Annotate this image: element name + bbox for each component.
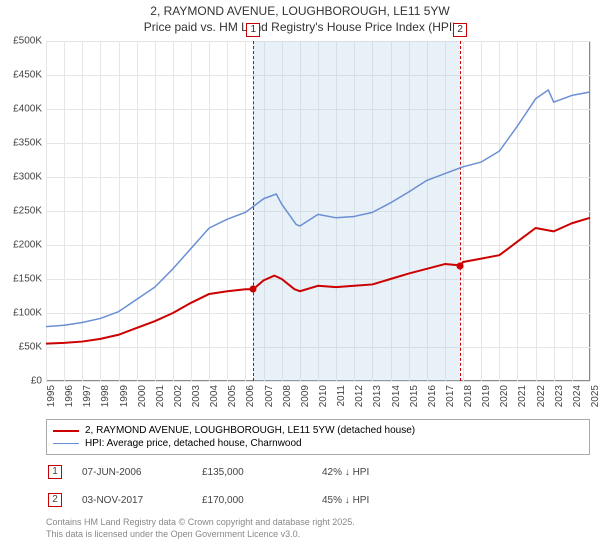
ytick-label: £200K xyxy=(13,240,42,251)
chart-title-block: 2, RAYMOND AVENUE, LOUGHBOROUGH, LE11 5Y… xyxy=(0,0,600,35)
xtick-label: 2016 xyxy=(427,385,438,407)
marker-date: 07-JUN-2006 xyxy=(82,467,182,478)
footnote-line-1: Contains HM Land Registry data © Crown c… xyxy=(46,517,600,529)
marker-delta: 42% ↓ HPI xyxy=(322,467,422,478)
gridline-y xyxy=(46,381,590,382)
xtick-label: 2007 xyxy=(264,385,275,407)
legend-swatch xyxy=(53,443,79,444)
xtick-label: 2020 xyxy=(499,385,510,407)
xtick-label: 2009 xyxy=(300,385,311,407)
footnote-line-2: This data is licensed under the Open Gov… xyxy=(46,529,600,541)
xtick-label: 2019 xyxy=(481,385,492,407)
ytick-label: £50K xyxy=(19,342,42,353)
xtick-label: 2018 xyxy=(463,385,474,407)
marker-price: £135,000 xyxy=(202,467,302,478)
xtick-label: 1998 xyxy=(100,385,111,407)
marker-price: £170,000 xyxy=(202,495,302,506)
sale-dot xyxy=(457,262,464,269)
xtick-label: 1996 xyxy=(64,385,75,407)
ytick-label: £450K xyxy=(13,70,42,81)
marker-delta: 45% ↓ HPI xyxy=(322,495,422,506)
series-price_paid xyxy=(46,218,590,344)
marker-flag: 2 xyxy=(453,23,467,37)
legend-swatch xyxy=(53,430,79,432)
ytick-label: £350K xyxy=(13,138,42,149)
marker-table-row: 2 03-NOV-2017 £170,000 45% ↓ HPI xyxy=(46,489,590,511)
xtick-label: 2002 xyxy=(173,385,184,407)
ytick-label: £300K xyxy=(13,172,42,183)
xtick-label: 2017 xyxy=(445,385,456,407)
sale-dot xyxy=(250,286,257,293)
legend-row: HPI: Average price, detached house, Char… xyxy=(53,437,583,450)
ytick-label: £400K xyxy=(13,104,42,115)
xtick-label: 2021 xyxy=(517,385,528,407)
xtick-label: 2015 xyxy=(409,385,420,407)
xtick-label: 2014 xyxy=(391,385,402,407)
ytick-label: £150K xyxy=(13,274,42,285)
marker-date: 03-NOV-2017 xyxy=(82,495,182,506)
ytick-label: £0 xyxy=(31,376,42,387)
legend-block: 2, RAYMOND AVENUE, LOUGHBOROUGH, LE11 5Y… xyxy=(46,419,590,511)
marker-table-flag: 2 xyxy=(48,493,62,507)
ytick-label: £500K xyxy=(13,36,42,47)
xtick-label: 2012 xyxy=(354,385,365,407)
xtick-label: 1995 xyxy=(46,385,57,407)
legend-row: 2, RAYMOND AVENUE, LOUGHBOROUGH, LE11 5Y… xyxy=(53,424,583,437)
plot-area: £0£50K£100K£150K£200K£250K£300K£350K£400… xyxy=(46,41,590,381)
footnote: Contains HM Land Registry data © Crown c… xyxy=(46,517,600,540)
xtick-label: 2006 xyxy=(245,385,256,407)
xtick-label: 2022 xyxy=(536,385,547,407)
series-hpi xyxy=(46,90,590,327)
xtick-label: 2003 xyxy=(191,385,202,407)
title-line-1: 2, RAYMOND AVENUE, LOUGHBOROUGH, LE11 5Y… xyxy=(0,4,600,20)
series-svg xyxy=(46,41,590,381)
chart-container: £0£50K£100K£150K£200K£250K£300K£350K£400… xyxy=(46,41,590,381)
xtick-label: 2023 xyxy=(554,385,565,407)
xtick-label: 2010 xyxy=(318,385,329,407)
xtick-label: 1999 xyxy=(119,385,130,407)
xtick-label: 2001 xyxy=(155,385,166,407)
title-line-2: Price paid vs. HM Land Registry's House … xyxy=(0,20,600,36)
xtick-label: 1997 xyxy=(82,385,93,407)
xtick-label: 2013 xyxy=(372,385,383,407)
ytick-label: £100K xyxy=(13,308,42,319)
xtick-label: 2000 xyxy=(137,385,148,407)
legend-box: 2, RAYMOND AVENUE, LOUGHBOROUGH, LE11 5Y… xyxy=(46,419,590,455)
xtick-label: 2005 xyxy=(227,385,238,407)
xtick-label: 2011 xyxy=(336,385,347,407)
legend-label: 2, RAYMOND AVENUE, LOUGHBOROUGH, LE11 5Y… xyxy=(85,425,415,436)
legend-label: HPI: Average price, detached house, Char… xyxy=(85,438,302,449)
marker-table-row: 1 07-JUN-2006 £135,000 42% ↓ HPI xyxy=(46,461,590,483)
marker-table: 1 07-JUN-2006 £135,000 42% ↓ HPI 2 03-NOV-201… xyxy=(46,461,590,511)
ytick-label: £250K xyxy=(13,206,42,217)
xtick-label: 2008 xyxy=(282,385,293,407)
marker-table-flag: 1 xyxy=(48,465,62,479)
gridline-x xyxy=(590,41,591,381)
xtick-label: 2024 xyxy=(572,385,583,407)
xtick-label: 2004 xyxy=(209,385,220,407)
xtick-label: 2025 xyxy=(590,385,600,407)
marker-flag: 1 xyxy=(246,23,260,37)
